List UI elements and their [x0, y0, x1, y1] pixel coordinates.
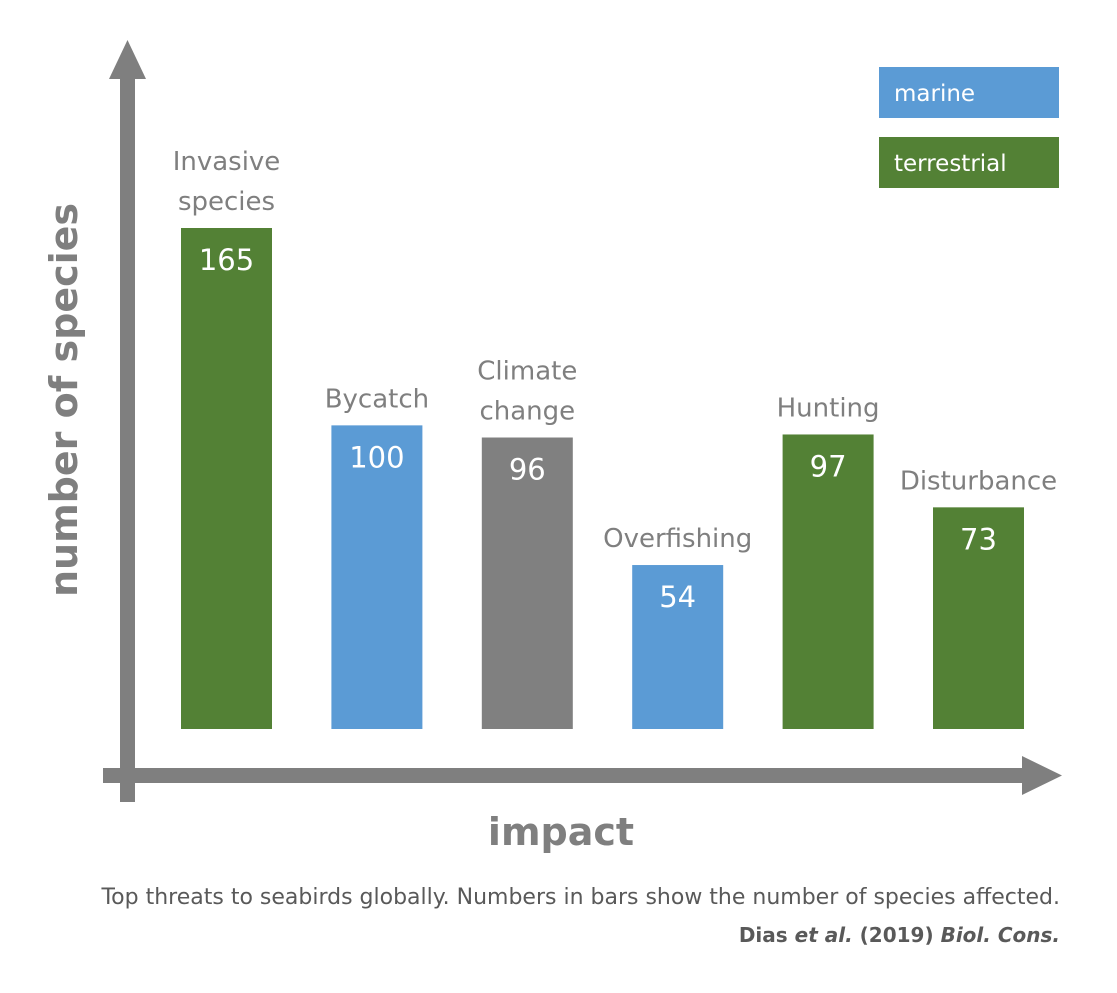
bar	[331, 425, 423, 729]
legend: marine terrestrial	[879, 67, 1059, 188]
axes	[103, 40, 1062, 802]
y-axis-label: number of species	[42, 203, 86, 597]
bar-value-label: 73	[960, 522, 997, 556]
bar-chart: number of species impact 165 Invasive spec…	[42, 40, 1062, 854]
bar-value-label: 100	[349, 440, 404, 474]
citation-etal: et al.	[794, 923, 853, 947]
category-label: Disturbance	[900, 466, 1057, 496]
y-axis-line	[120, 70, 135, 802]
bar-value-label: 54	[659, 580, 696, 614]
category-label: Invasive	[173, 147, 281, 177]
category-label: Hunting	[777, 393, 880, 423]
x-axis-arrowhead	[1022, 756, 1062, 795]
bars-group: 165 Invasive species 100 Bycatch 96 Climate cha…	[173, 147, 1057, 729]
bar-value-label: 96	[509, 453, 546, 487]
bar	[481, 437, 573, 729]
category-label: change	[479, 397, 575, 427]
category-label: Climate	[477, 357, 577, 387]
x-axis-label: impact	[488, 810, 634, 854]
citation: Dias et al. (2019) Biol. Cons.	[739, 923, 1060, 947]
citation-authors: Dias	[738, 923, 788, 947]
y-axis-arrowhead	[109, 40, 146, 79]
legend-swatch	[879, 137, 1059, 188]
category-label: Bycatch	[325, 384, 429, 414]
bar	[632, 565, 724, 729]
x-axis-line	[103, 768, 1033, 783]
legend-label: terrestrial	[894, 151, 1007, 177]
category-label: species	[178, 187, 275, 217]
citation-journal: Biol. Cons.	[940, 923, 1060, 947]
legend-label: marine	[894, 81, 975, 107]
figure-caption: Top threats to seabirds globally. Number…	[101, 885, 1060, 910]
bar	[181, 228, 272, 729]
bar-value-label: 165	[199, 243, 254, 277]
bar-value-label: 97	[810, 449, 847, 483]
bar	[933, 507, 1024, 729]
legend-swatch	[879, 67, 1059, 118]
citation-year: (2019)	[859, 923, 934, 947]
bar	[782, 434, 874, 729]
category-label: Overfishing	[603, 524, 752, 554]
